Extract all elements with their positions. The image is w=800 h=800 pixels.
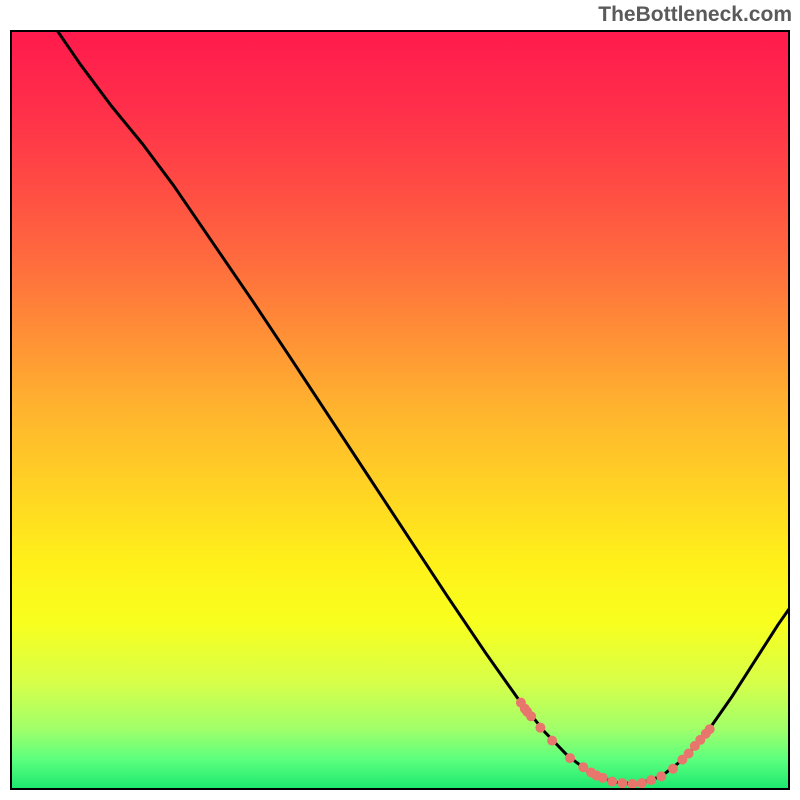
marker-point — [637, 778, 647, 788]
marker-point — [565, 753, 575, 763]
curve-markers — [516, 698, 715, 789]
marker-point — [705, 724, 715, 734]
marker-point — [547, 736, 557, 746]
marker-point — [607, 777, 617, 787]
plot-area — [10, 30, 790, 790]
chart-container: TheBottleneck.com — [0, 0, 800, 800]
curve-overlay — [10, 30, 790, 790]
watermark-label: TheBottleneck.com — [598, 3, 792, 27]
marker-point — [656, 771, 666, 781]
marker-point — [535, 723, 545, 733]
marker-point — [668, 764, 678, 774]
bottleneck-curve — [57, 30, 790, 784]
marker-point — [627, 779, 637, 789]
marker-point — [617, 778, 627, 788]
marker-point — [598, 773, 608, 783]
marker-point — [526, 711, 536, 721]
plot-border — [11, 31, 789, 789]
marker-point — [646, 775, 656, 785]
